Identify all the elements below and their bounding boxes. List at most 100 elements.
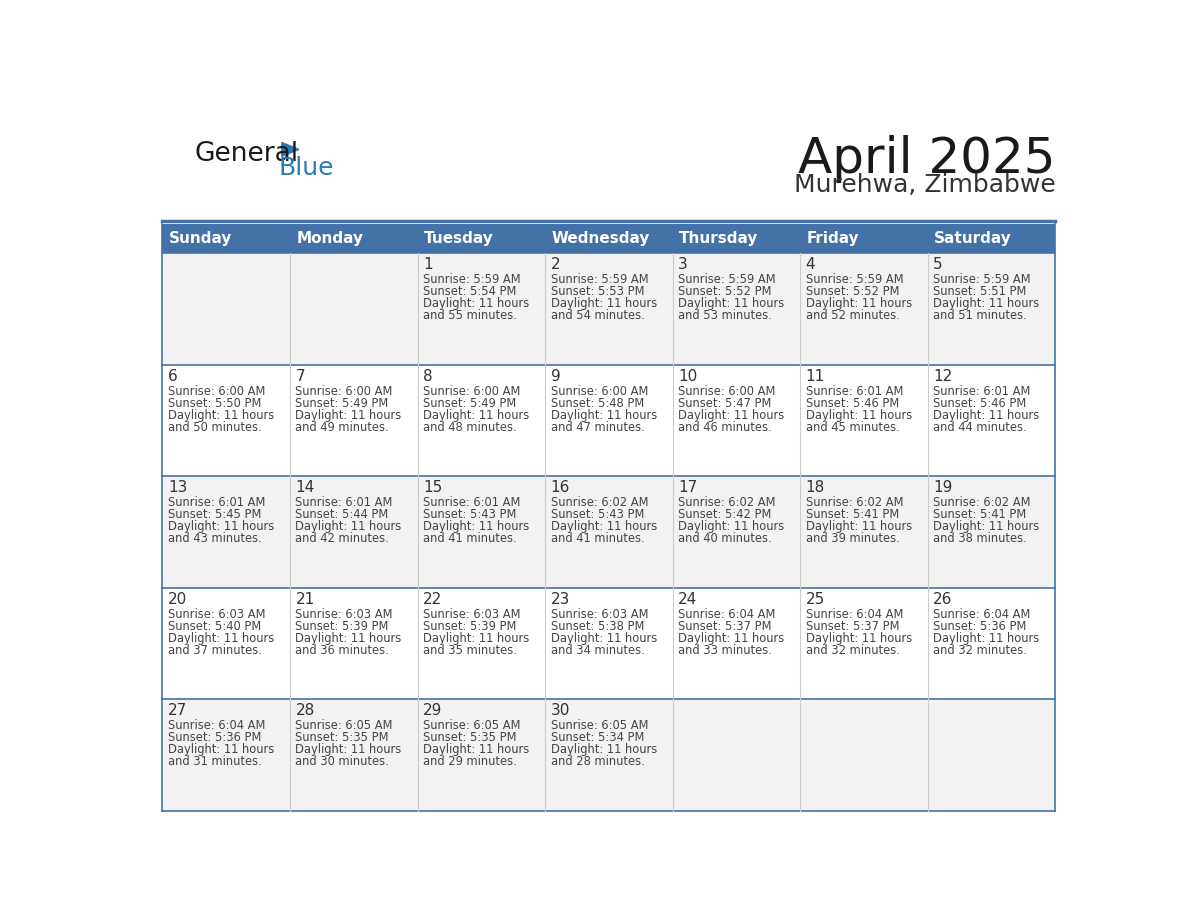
Text: and 37 minutes.: and 37 minutes.	[168, 644, 261, 656]
Bar	[928, 364, 1055, 476]
Text: Daylight: 11 hours: Daylight: 11 hours	[678, 521, 784, 533]
Text: Sunrise: 6:04 AM: Sunrise: 6:04 AM	[805, 608, 903, 621]
Text: Daylight: 11 hours: Daylight: 11 hours	[678, 632, 784, 644]
Text: Sunset: 5:45 PM: Sunset: 5:45 PM	[168, 509, 261, 521]
Text: 22: 22	[423, 592, 442, 607]
Text: Sunrise: 6:00 AM: Sunrise: 6:00 AM	[296, 385, 393, 397]
Text: 21: 21	[296, 592, 315, 607]
Text: Daylight: 11 hours: Daylight: 11 hours	[805, 632, 912, 644]
Bar	[163, 700, 290, 811]
Text: Daylight: 11 hours: Daylight: 11 hours	[550, 632, 657, 644]
Text: Daylight: 11 hours: Daylight: 11 hours	[805, 297, 912, 310]
Text: Monday: Monday	[296, 231, 364, 246]
Text: and 54 minutes.: and 54 minutes.	[550, 309, 644, 322]
Text: Sunset: 5:43 PM: Sunset: 5:43 PM	[550, 509, 644, 521]
Bar	[290, 588, 417, 700]
Text: Sunset: 5:43 PM: Sunset: 5:43 PM	[423, 509, 517, 521]
Text: Daylight: 11 hours: Daylight: 11 hours	[168, 744, 274, 756]
Bar	[801, 700, 928, 811]
Text: Saturday: Saturday	[934, 231, 1012, 246]
Text: Sunrise: 5:59 AM: Sunrise: 5:59 AM	[423, 274, 520, 286]
Text: Daylight: 11 hours: Daylight: 11 hours	[550, 744, 657, 756]
Text: 2: 2	[550, 257, 560, 273]
Text: Daylight: 11 hours: Daylight: 11 hours	[423, 744, 529, 756]
Text: Sunrise: 6:03 AM: Sunrise: 6:03 AM	[296, 608, 393, 621]
Bar	[163, 476, 290, 588]
Text: Daylight: 11 hours: Daylight: 11 hours	[933, 632, 1040, 644]
Text: Daylight: 11 hours: Daylight: 11 hours	[550, 409, 657, 421]
Bar	[545, 364, 672, 476]
Text: Daylight: 11 hours: Daylight: 11 hours	[296, 632, 402, 644]
Text: 23: 23	[550, 592, 570, 607]
Text: 3: 3	[678, 257, 688, 273]
Bar	[545, 253, 672, 364]
Text: and 32 minutes.: and 32 minutes.	[805, 644, 899, 656]
Text: Sunrise: 6:02 AM: Sunrise: 6:02 AM	[933, 497, 1031, 509]
Text: 10: 10	[678, 369, 697, 384]
Bar	[417, 588, 545, 700]
Bar	[672, 588, 801, 700]
Bar	[801, 253, 928, 364]
Text: Wednesday: Wednesday	[551, 231, 650, 246]
Text: Daylight: 11 hours: Daylight: 11 hours	[423, 521, 529, 533]
Text: General: General	[195, 141, 299, 167]
Text: Sunrise: 6:01 AM: Sunrise: 6:01 AM	[296, 497, 393, 509]
Text: and 55 minutes.: and 55 minutes.	[423, 309, 517, 322]
Text: Sunset: 5:35 PM: Sunset: 5:35 PM	[423, 732, 517, 744]
Bar	[417, 700, 545, 811]
Bar	[928, 700, 1055, 811]
Text: 11: 11	[805, 369, 824, 384]
Text: and 29 minutes.: and 29 minutes.	[423, 756, 517, 768]
Text: and 51 minutes.: and 51 minutes.	[933, 309, 1026, 322]
Text: 27: 27	[168, 703, 188, 718]
Text: Blue: Blue	[279, 156, 334, 180]
Text: Sunday: Sunday	[169, 231, 232, 246]
Text: and 48 minutes.: and 48 minutes.	[423, 420, 517, 433]
Text: Sunset: 5:44 PM: Sunset: 5:44 PM	[296, 509, 388, 521]
Bar	[290, 253, 417, 364]
Text: Sunset: 5:53 PM: Sunset: 5:53 PM	[550, 285, 644, 298]
Text: Sunset: 5:41 PM: Sunset: 5:41 PM	[933, 509, 1026, 521]
Bar	[672, 476, 801, 588]
Text: Sunrise: 6:05 AM: Sunrise: 6:05 AM	[423, 720, 520, 733]
Bar	[163, 224, 1055, 253]
Text: and 53 minutes.: and 53 minutes.	[678, 309, 772, 322]
Bar	[928, 476, 1055, 588]
Text: Sunrise: 6:00 AM: Sunrise: 6:00 AM	[168, 385, 265, 397]
Text: Sunset: 5:46 PM: Sunset: 5:46 PM	[933, 397, 1026, 409]
Text: 17: 17	[678, 480, 697, 495]
Text: Daylight: 11 hours: Daylight: 11 hours	[805, 409, 912, 421]
Text: Daylight: 11 hours: Daylight: 11 hours	[423, 632, 529, 644]
Bar	[290, 476, 417, 588]
Text: Sunset: 5:46 PM: Sunset: 5:46 PM	[805, 397, 899, 409]
Text: Daylight: 11 hours: Daylight: 11 hours	[678, 297, 784, 310]
Bar	[163, 364, 290, 476]
Text: 6: 6	[168, 369, 178, 384]
Text: 5: 5	[933, 257, 943, 273]
Text: 9: 9	[550, 369, 561, 384]
Text: Sunrise: 6:02 AM: Sunrise: 6:02 AM	[550, 497, 647, 509]
Text: Daylight: 11 hours: Daylight: 11 hours	[805, 521, 912, 533]
Text: and 31 minutes.: and 31 minutes.	[168, 756, 261, 768]
Polygon shape	[282, 142, 299, 156]
Text: Sunset: 5:52 PM: Sunset: 5:52 PM	[678, 285, 771, 298]
Text: Daylight: 11 hours: Daylight: 11 hours	[678, 409, 784, 421]
Text: 30: 30	[550, 703, 570, 718]
Text: Sunrise: 6:01 AM: Sunrise: 6:01 AM	[423, 497, 520, 509]
Text: and 35 minutes.: and 35 minutes.	[423, 644, 517, 656]
Bar	[545, 700, 672, 811]
Text: 18: 18	[805, 480, 824, 495]
Text: Sunrise: 5:59 AM: Sunrise: 5:59 AM	[805, 274, 903, 286]
Bar	[290, 700, 417, 811]
Text: Sunset: 5:39 PM: Sunset: 5:39 PM	[296, 620, 388, 633]
Bar	[545, 476, 672, 588]
Text: and 50 minutes.: and 50 minutes.	[168, 420, 261, 433]
Text: and 41 minutes.: and 41 minutes.	[423, 532, 517, 545]
Text: Sunrise: 5:59 AM: Sunrise: 5:59 AM	[550, 274, 649, 286]
Text: Sunset: 5:36 PM: Sunset: 5:36 PM	[933, 620, 1026, 633]
Text: 4: 4	[805, 257, 815, 273]
Text: 26: 26	[933, 592, 953, 607]
Text: and 30 minutes.: and 30 minutes.	[296, 756, 390, 768]
Text: Sunset: 5:51 PM: Sunset: 5:51 PM	[933, 285, 1026, 298]
Text: Daylight: 11 hours: Daylight: 11 hours	[933, 297, 1040, 310]
